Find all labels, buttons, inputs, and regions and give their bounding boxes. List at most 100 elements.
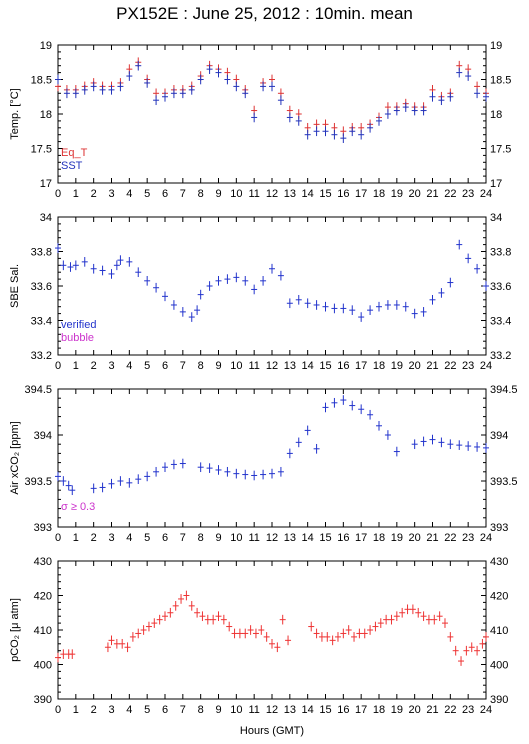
y-tick-label: 17.5 [31,144,52,156]
y-axis-label: pCO₂ [μ atm] [9,598,21,662]
y-tick-label: 410 [34,625,52,637]
x-tick-label: 20 [409,704,421,716]
x-tick-label: 11 [248,360,259,372]
x-tick-label: 14 [302,704,314,716]
x-tick-label: 11 [248,704,259,716]
y-tick-label: 390 [34,694,52,706]
x-tick-label: 19 [391,704,403,716]
x-tick-label: 1 [73,360,79,372]
x-tick-label: 15 [319,532,331,544]
y-tick-label: 393 [34,522,52,534]
x-tick-label: 0 [55,704,61,716]
x-tick-label: 1 [73,188,79,200]
x-tick-label: 18 [373,360,385,372]
x-tick-label: 5 [144,360,150,372]
y-tick-label-right: 420 [490,591,508,603]
y-tick-label: 394 [34,430,52,442]
x-tick-label: 3 [108,704,114,716]
x-tick-label: 12 [266,188,278,200]
x-tick-label: 19 [391,532,403,544]
x-tick-label: 24 [480,704,492,716]
x-tick-label: 23 [462,188,474,200]
x-tick-label: 9 [215,532,221,544]
panel-2: 33.2 33.233.4 33.433.6 33.633.8 33.834 340 1 2 3… [9,212,511,372]
x-tick-label: 4 [126,532,132,544]
x-tick-label: 10 [230,360,242,372]
plot-frame [57,388,487,528]
plot-frame [57,216,487,356]
x-tick-label: 5 [144,188,150,200]
x-tick-label: 16 [337,704,349,716]
x-tick-label: 12 [266,704,278,716]
y-tick-label: 33.4 [31,316,52,328]
x-tick-label: 5 [144,704,150,716]
x-tick-label: 2 [91,188,97,200]
x-tick-label: 14 [302,532,314,544]
x-tick-label: 16 [337,188,349,200]
x-tick-label: 17 [355,360,367,372]
x-tick-label: 10 [230,704,242,716]
x-tick-label: 24 [480,360,492,372]
x-tick-label: 19 [391,360,403,372]
x-tick-label: 20 [409,188,421,200]
x-tick-label: 12 [266,360,278,372]
x-tick-label: 6 [162,704,168,716]
x-tick-label: 24 [480,532,492,544]
series-SST [55,60,489,143]
y-tick-label: 393.5 [24,476,52,488]
x-tick-label: 4 [126,188,132,200]
y-tick-label: 400 [34,660,52,672]
y-tick-label-right: 33.2 [490,350,511,362]
y-tick-label-right: 33.8 [490,247,511,259]
x-tick-label: 14 [302,360,314,372]
y-tick-label-right: 18 [490,109,502,121]
annotation: σ ≥ 0.3 [61,501,95,513]
x-tick-label: 11 [248,188,259,200]
x-tick-label: 15 [319,360,331,372]
legend-entry: Eq_T [61,147,88,159]
legend-entry: SST [61,160,83,172]
y-tick-label-right: 33.6 [490,281,511,293]
x-tick-label: 18 [373,532,385,544]
y-tick-label-right: 400 [490,660,508,672]
chart-title: PX152E : June 25, 2012 : 10min. mean [116,4,413,23]
x-tick-label: 3 [108,532,114,544]
x-tick-label: 21 [426,188,438,200]
x-tick-label: 16 [337,532,349,544]
x-tick-label: 22 [444,360,456,372]
x-tick-label: 12 [266,532,278,544]
x-tick-label: 14 [302,188,314,200]
y-tick-label-right: 33.4 [490,316,511,328]
x-tick-label: 13 [284,704,296,716]
y-tick-label-right: 394 [490,430,508,442]
x-tick-label: 18 [373,188,385,200]
y-tick-label-right: 430 [490,556,508,568]
y-tick-label-right: 410 [490,625,508,637]
x-tick-label: 0 [55,532,61,544]
y-tick-label: 17 [40,178,52,190]
y-tick-label: 33.6 [31,281,52,293]
x-tick-label: 22 [444,532,456,544]
x-tick-label: 13 [284,188,296,200]
x-tick-label: 17 [355,532,367,544]
plot-frame [57,560,487,700]
y-tick-label-right: 394.5 [490,384,518,396]
y-tick-label: 18.5 [31,75,52,87]
x-tick-label: 8 [198,188,204,200]
x-tick-label: 9 [215,704,221,716]
x-tick-label: 23 [462,704,474,716]
x-tick-label: 9 [215,360,221,372]
x-tick-label: 0 [55,360,61,372]
x-tick-label: 7 [180,532,186,544]
x-tick-label: 2 [91,704,97,716]
x-tick-label: 13 [284,360,296,372]
x-tick-label: 22 [444,188,456,200]
x-tick-label: 17 [355,188,367,200]
x-tick-label: 3 [108,188,114,200]
x-tick-label: 3 [108,360,114,372]
x-tick-label: 20 [409,532,421,544]
x-axis-label: Hours (GMT) [240,725,304,737]
